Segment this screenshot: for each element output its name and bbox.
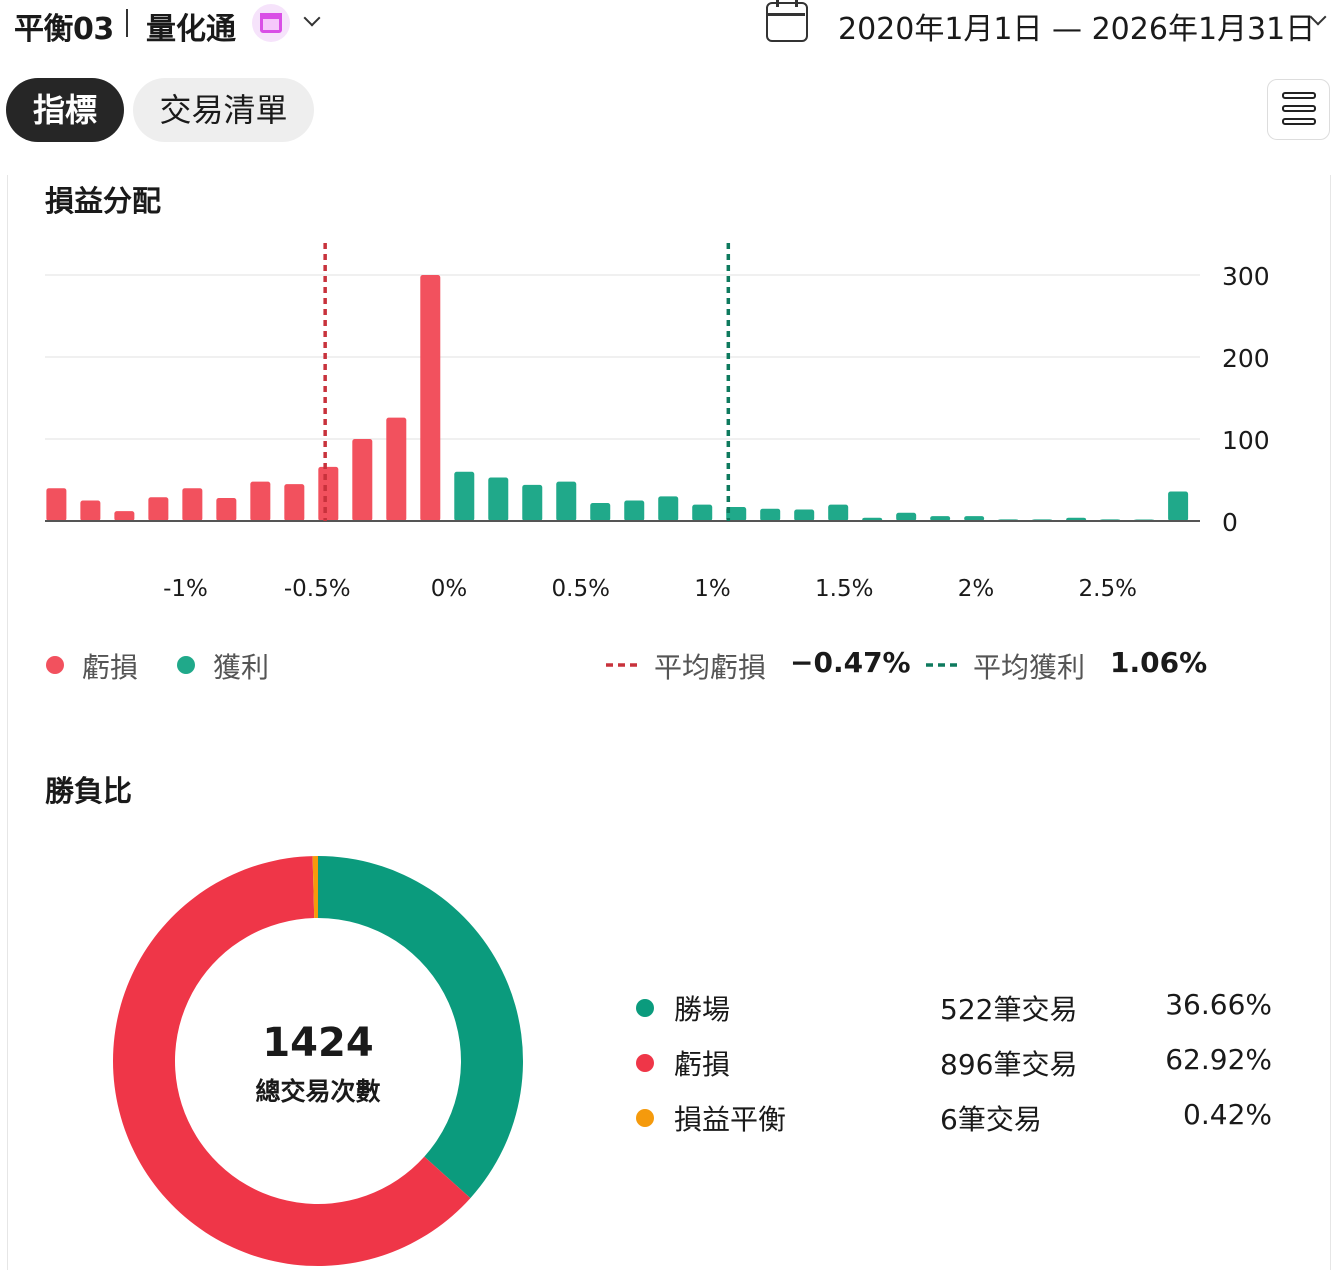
- provider-name[interactable]: 量化通: [146, 12, 236, 47]
- breakeven-label: 損益平衡: [674, 1103, 787, 1136]
- total-trades-caption: 總交易次數: [255, 1077, 381, 1106]
- loss-bar: [148, 497, 169, 521]
- win-loss-title: 勝負比: [45, 774, 133, 808]
- loss-bar: [386, 417, 407, 521]
- avg-loss-value: −0.47%: [790, 646, 911, 679]
- profit-bar: [488, 477, 509, 521]
- breakeven-pct: 0.42%: [1183, 1098, 1272, 1131]
- avg-profit-value: 1.06%: [1110, 646, 1208, 679]
- breakeven-row: 損益平衡 6筆交易 0.42%: [630, 1098, 1280, 1138]
- loss-dot: [636, 1054, 654, 1072]
- profit-bar: [828, 504, 849, 521]
- win-pct: 36.66%: [1165, 988, 1272, 1021]
- avg-profit-label: 平均獲利: [973, 651, 1086, 684]
- x-tick-label: 2.5%: [1079, 576, 1137, 602]
- profit-bar: [1168, 491, 1189, 521]
- profit-bar: [726, 507, 747, 521]
- loss-legend-label: 虧損: [82, 651, 139, 684]
- loss-pct: 62.92%: [1165, 1043, 1272, 1076]
- profit-legend-dot: [177, 656, 195, 674]
- win-dot: [636, 999, 654, 1017]
- loss-bar: [46, 488, 67, 521]
- loss-bar: [80, 500, 101, 521]
- tab-trade-list[interactable]: 交易清單: [133, 78, 314, 142]
- loss-row: 虧損 896筆交易 62.92%: [630, 1043, 1280, 1083]
- y-tick-label: 200: [1222, 344, 1270, 373]
- x-tick-label: -0.5%: [284, 576, 351, 602]
- profit-legend-label: 獲利: [213, 651, 270, 684]
- y-tick-label: 300: [1222, 262, 1270, 291]
- pnl-distribution-title: 損益分配: [45, 184, 162, 218]
- y-tick-label: 0: [1222, 508, 1238, 537]
- breakeven-dot: [636, 1109, 654, 1127]
- breakeven-count: 6筆交易: [940, 1103, 1042, 1136]
- menu-icon: [1282, 92, 1316, 99]
- y-tick-label: 100: [1222, 426, 1270, 455]
- total-trades-value: 1424: [262, 1020, 374, 1066]
- win-row: 勝場 522筆交易 36.66%: [630, 988, 1280, 1028]
- profit-bar: [590, 502, 611, 521]
- avg-loss-line-marker: [606, 663, 638, 667]
- win-count: 522筆交易: [940, 993, 1078, 1026]
- x-tick-label: 1%: [694, 576, 731, 602]
- loss-bar: [250, 481, 271, 521]
- metrics-panel: [7, 175, 1331, 1270]
- top-bar: 平衡03 量化通 2020年1月1日 — 2026年1月31日: [0, 0, 1342, 50]
- loss-bar: [182, 488, 203, 521]
- profit-bar: [896, 512, 917, 521]
- strategy-name[interactable]: 平衡03: [14, 12, 114, 47]
- win-label: 勝場: [674, 993, 731, 1026]
- x-tick-label: -1%: [163, 576, 208, 602]
- profit-bar: [522, 484, 543, 521]
- x-tick-label: 0%: [431, 576, 468, 602]
- x-tick-label: 1.5%: [815, 576, 873, 602]
- profit-bar: [658, 496, 679, 521]
- loss-label: 虧損: [674, 1048, 731, 1081]
- calendar-icon[interactable]: [252, 4, 290, 42]
- profit-bar: [794, 509, 815, 521]
- pnl-histogram: 0 100 200 300 -1% -0.5% 0% 0.5% 1% 1.5% 2% 2.5%: [45, 243, 1270, 602]
- x-tick-label: 2%: [958, 576, 995, 602]
- profit-bar: [930, 516, 951, 521]
- menu-button[interactable]: [1267, 79, 1330, 140]
- x-tick-label: 0.5%: [552, 576, 610, 602]
- profit-bar: [692, 504, 713, 521]
- loss-bar: [216, 498, 237, 521]
- loss-bar: [284, 484, 305, 521]
- calendar-icon[interactable]: [766, 0, 808, 42]
- profit-bar: [624, 500, 645, 521]
- title-divider: [126, 9, 128, 37]
- loss-bar: [420, 275, 441, 521]
- tab-metrics[interactable]: 指標: [6, 78, 124, 142]
- loss-bar: [318, 466, 339, 521]
- loss-bar: [114, 511, 135, 521]
- profit-bar: [556, 481, 577, 521]
- date-range[interactable]: 2020年1月1日 — 2026年1月31日: [838, 12, 1316, 47]
- profit-bar: [964, 516, 985, 521]
- avg-loss-label: 平均虧損: [654, 651, 767, 684]
- profit-bar: [454, 471, 475, 521]
- loss-count: 896筆交易: [940, 1048, 1078, 1081]
- loss-bar: [352, 439, 373, 521]
- loss-legend-dot: [46, 656, 64, 674]
- profit-bar: [760, 508, 781, 521]
- avg-profit-line-marker: [926, 663, 958, 667]
